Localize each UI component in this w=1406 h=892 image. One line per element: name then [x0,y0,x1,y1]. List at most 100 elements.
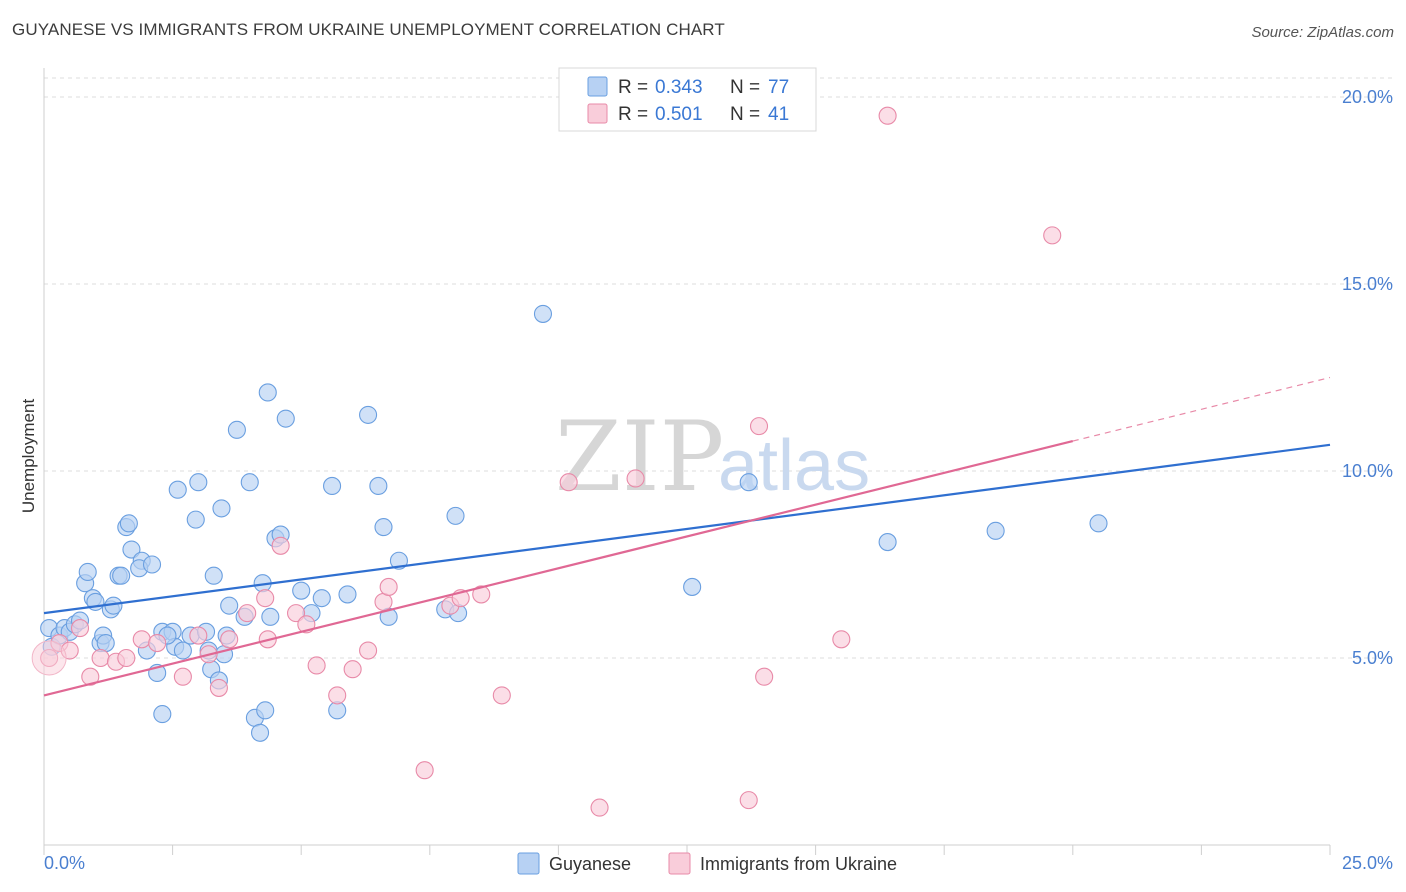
ukraine-point [238,604,257,623]
trend-lines [43,376,1331,697]
bottom-legend-swatch-ukraine [668,852,691,875]
guyanese-point [220,596,239,615]
correlation-legend: R = 0.343 N = 77 R = 0.501 N = 41 [558,67,817,132]
y-tick-label-10: 10.0% [1342,461,1393,481]
legend-r-value-2: 0.501 [655,104,703,125]
ukraine-point [590,798,609,817]
ukraine-point [328,686,347,705]
guyanese-point [323,476,342,496]
ukraine-point [749,417,769,436]
legend-n-label-1: N = [730,77,760,98]
guyanese-point [122,540,141,559]
guyanese-point [173,641,192,660]
guyanese-point [446,506,465,525]
ukraine-point [878,106,897,125]
watermark-atlas: atlas [718,426,870,506]
bottom-legend-guyanese: Guyanese [549,854,631,874]
legend-swatch-guyanese [587,76,608,97]
x-tick-min: 0.0% [44,853,85,873]
y-tick-labels: 5.0% 10.0% 15.0% 20.0% [1342,87,1393,668]
guyanese-point [338,585,357,604]
guyanese-point [369,476,388,496]
ukraine-point [832,630,851,649]
guyanese-point [292,581,311,600]
ukraine-point [739,791,758,810]
guyanese-point [276,409,295,428]
guyanese-point [533,304,553,323]
ukraine-trend-extension [1072,376,1331,442]
guyanese-point [119,514,138,533]
guyanese-point [189,473,208,492]
guyanese-point [142,555,162,574]
guyanese-point [683,577,702,596]
ukraine-point [415,761,434,780]
guyanese-point [186,510,205,529]
guyanese-point [986,521,1005,540]
bottom-legend-swatch-guyanese [517,852,540,875]
legend-n-value-1: 77 [768,77,789,98]
ukraine-point [117,648,136,668]
ukraine-point [91,648,110,668]
guyanese-point [168,480,187,499]
legend-r-label-1: R = [618,77,648,98]
guyanese-point [374,518,393,537]
legend-n-value-2: 41 [768,104,789,125]
guyanese-point [250,723,270,742]
ukraine-point [755,667,774,686]
legend-r-value-1: 0.343 [655,77,703,98]
ukraine-point [626,469,645,488]
ukraine-point [359,641,378,660]
series-legend: Guyanese Immigrants from Ukraine [517,852,897,875]
guyanese-point [1089,514,1108,533]
guyanese-point [212,499,231,518]
ukraine-point [307,656,326,675]
ukraine-point [492,686,511,705]
ukraine-point-large [31,640,67,676]
x-tick-max: 25.0% [1342,853,1393,873]
ukraine-point [271,536,290,555]
guyanese-point [739,473,758,492]
ukraine-point [209,678,228,697]
ukraine-point [189,626,208,645]
y-tick-label-20: 20.0% [1342,87,1393,107]
guyanese-point [256,701,275,720]
ukraine-point [173,667,192,686]
guyanese-point [359,405,378,424]
ukraine-point [1043,226,1062,245]
legend-swatch-ukraine [587,103,608,124]
axes [43,68,1331,855]
ukraine-point [343,660,362,679]
ukraine-point [81,667,100,686]
guyanese-point [204,566,223,585]
guyanese-point [78,562,97,582]
guyanese-point [112,566,131,585]
ukraine-point [132,630,151,649]
grid-lines [44,77,1394,659]
ukraine-point [472,585,491,604]
ukraine-point [256,589,275,608]
guyanese-point [240,473,259,492]
ukraine-point [148,633,167,653]
guyanese-point [312,589,331,608]
ukraine-point [70,619,90,638]
y-tick-label-5: 5.0% [1352,648,1393,668]
ukraine-point [287,604,306,623]
guyanese-point [261,607,280,626]
y-tick-label-15: 15.0% [1342,274,1393,294]
guyanese-point [258,383,277,402]
guyanese-point [227,420,246,439]
source-label: Source: ZipAtlas.com [1251,24,1394,41]
watermark-zip: ZIP [555,401,724,513]
chart-title: GUYANESE VS IMMIGRANTS FROM UKRAINE UNEM… [12,20,725,39]
legend-n-label-2: N = [730,104,760,125]
guyanese-trend-line [43,443,1331,615]
guyanese-point [153,705,172,724]
ukraine-point [220,630,239,649]
legend-r-label-2: R = [618,104,648,125]
guyanese-point [878,533,897,552]
bottom-legend-ukraine: Immigrants from Ukraine [700,854,897,874]
ukraine-trend-line [43,440,1074,697]
y-axis-label: Unemployment [19,399,38,514]
ukraine-point [559,473,578,492]
